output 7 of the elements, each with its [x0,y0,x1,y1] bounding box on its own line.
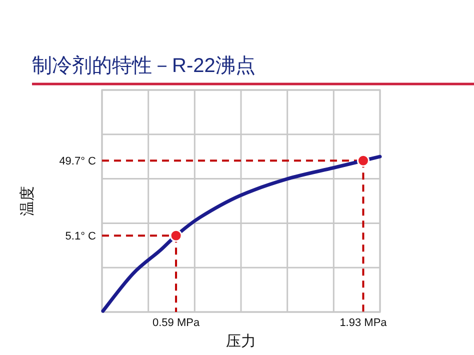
y-axis-title: 温度 [19,186,36,216]
title: 制冷剂的特性－R-22沸点 [32,55,256,77]
y-tick-label: 5.1° C [65,230,96,243]
x-axis-title: 压力 [226,333,256,350]
y-tick-label: 49.7° C [59,156,96,168]
x-tick-label: 1.93 MPa [340,317,388,329]
x-tick-label: 0.59 MPa [152,317,200,329]
